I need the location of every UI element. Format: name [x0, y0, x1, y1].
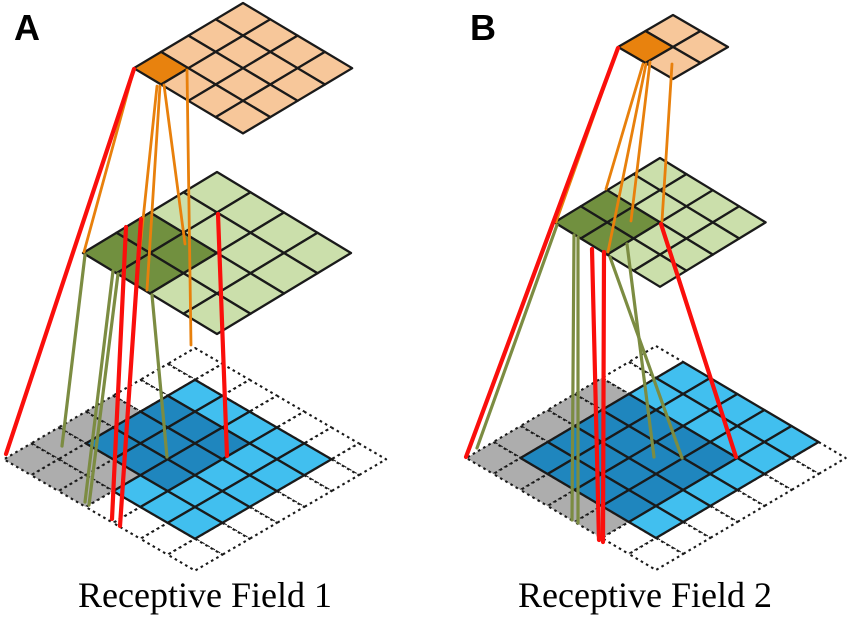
connector-line-olive	[625, 242, 656, 459]
output-layer-grid-a	[132, 1, 354, 135]
connector-line-olive	[608, 255, 684, 460]
caption-receptive-field-1: Receptive Field 1	[78, 575, 332, 615]
connector-line-red	[600, 249, 607, 545]
panel-label-a: A	[14, 7, 40, 48]
connector-line-red	[109, 224, 129, 522]
output-layer-grid-b	[616, 13, 730, 81]
projection-lines-b	[463, 45, 739, 545]
caption-receptive-field-2: Receptive Field 2	[518, 575, 772, 615]
input-layer-grid-b	[465, 344, 847, 572]
connector-line-olive	[475, 223, 559, 450]
connector-line-orange	[629, 60, 652, 223]
connector-line-orange	[145, 84, 162, 292]
connector-line-red	[3, 66, 137, 457]
connector-line-orange	[606, 62, 648, 254]
input-layer-grid-a	[2, 346, 388, 572]
hidden-layer-grid-a	[81, 170, 353, 336]
connector-line-olive	[570, 233, 576, 522]
connector-line-red	[658, 221, 739, 460]
hidden-layer-grid-b	[553, 156, 767, 288]
panel-label-b: B	[470, 7, 496, 48]
connector-line-red	[463, 45, 621, 460]
connector-line-orange	[604, 62, 645, 191]
diagram-root	[2, 1, 847, 572]
panel-a	[2, 1, 388, 572]
connector-line-olive	[60, 253, 87, 448]
panel-b	[463, 13, 847, 572]
connector-line-olive	[87, 272, 120, 507]
connector-line-orange	[185, 68, 193, 347]
connector-line-orange	[162, 83, 187, 246]
connector-line-olive	[150, 293, 169, 459]
projection-lines-a	[3, 66, 230, 529]
connector-line-red	[215, 211, 230, 459]
connector-line-red	[589, 246, 602, 543]
connector-line-red	[117, 216, 144, 529]
connector-line-orange	[660, 62, 674, 223]
connector-line-olive	[83, 269, 115, 504]
